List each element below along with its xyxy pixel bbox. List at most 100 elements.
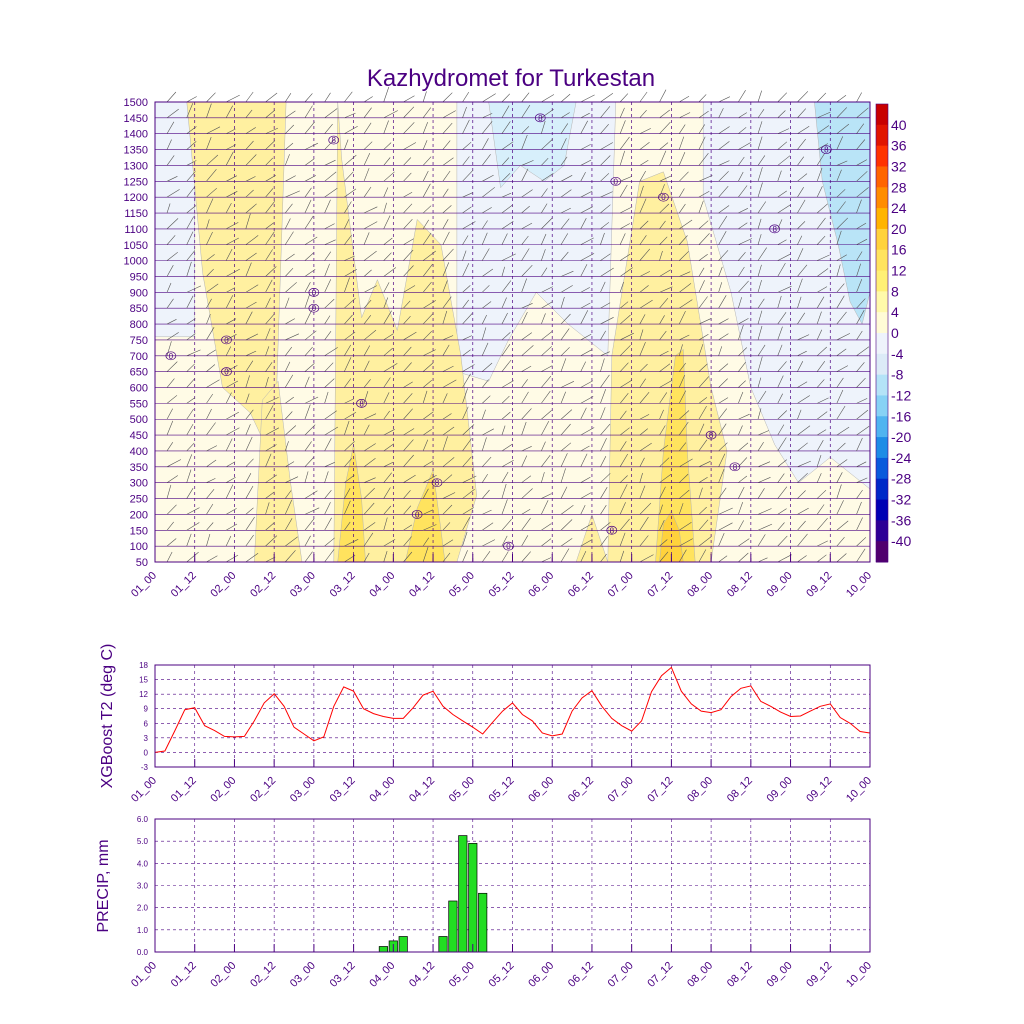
wind-barb [718, 186, 729, 198]
wind-barb [797, 533, 808, 547]
wind-barb [797, 409, 802, 420]
colorbar-label: 16 [891, 242, 907, 258]
wind-barb [482, 522, 494, 531]
wind-barb [777, 473, 785, 483]
wind-barb [816, 311, 822, 325]
wind-barb [560, 347, 570, 357]
wind-barb [816, 217, 826, 230]
wind-barb [718, 408, 728, 420]
wind-barb [757, 377, 762, 388]
wind-barb [265, 297, 271, 309]
wind-barb [304, 309, 313, 325]
wind-barb [659, 409, 664, 420]
wind-barb [324, 123, 333, 134]
wind-barb [560, 138, 567, 150]
wind-barb [619, 345, 631, 357]
wind-barb [856, 426, 870, 436]
wind-barb [225, 248, 233, 261]
wind-barb [541, 120, 546, 134]
wind-barb [482, 509, 492, 515]
wind-barb [718, 507, 733, 515]
wind-barb [186, 397, 196, 404]
wind-barb [383, 187, 389, 198]
wind-barb [501, 499, 508, 515]
wind-barb [186, 261, 192, 277]
wind-barb [698, 397, 708, 404]
wind-barb [225, 287, 236, 293]
wind-barb [580, 476, 591, 483]
wind-barb [836, 500, 844, 515]
t2-ytick-label: -3 [141, 763, 149, 772]
wind-barb [186, 533, 192, 547]
wind-barb [462, 489, 475, 499]
wind-barb [600, 522, 611, 531]
wind-barb [265, 328, 271, 341]
wind-barb [619, 484, 628, 499]
wind-barb [560, 313, 571, 325]
wind-barb [422, 281, 432, 293]
wind-barb [481, 489, 490, 499]
wind-barb [777, 459, 787, 468]
wind-barb [383, 267, 397, 277]
wind-barb [659, 203, 670, 214]
t2-ytick-label: 15 [139, 676, 148, 685]
wind-barb [856, 489, 863, 499]
wind-barb [363, 96, 373, 103]
wind-barb [225, 508, 237, 515]
wind-barb [521, 264, 533, 277]
wind-barb [777, 239, 787, 246]
wind-barb [324, 471, 329, 483]
precip-ytick-label: 0.0 [137, 948, 149, 957]
wind-barb [166, 475, 178, 483]
wind-barb [186, 186, 196, 198]
wind-barb [166, 265, 174, 277]
wind-barb [836, 553, 847, 563]
wind-barb [442, 92, 453, 103]
wind-barb [580, 523, 593, 531]
wind-barb [777, 361, 787, 372]
wind-barb [600, 473, 611, 483]
wind-barb [718, 295, 727, 309]
wind-barb [600, 407, 606, 420]
wind-barb [363, 477, 376, 483]
wind-barb [738, 185, 748, 198]
colorbar-swatch [876, 478, 888, 501]
wind-barb [541, 390, 551, 404]
wind-barb [265, 502, 270, 515]
wind-barb [166, 551, 173, 563]
t2-xtick-label: 02_00 [208, 775, 238, 805]
contour-label: 0 [506, 542, 511, 551]
wind-barb [718, 171, 729, 182]
wind-barb [363, 360, 370, 372]
wind-barb [285, 461, 295, 468]
wind-barb [304, 282, 311, 293]
wind-barb [521, 205, 530, 214]
wind-barb [422, 219, 429, 230]
contour-label-marker [431, 478, 443, 488]
precip-bar [438, 936, 448, 953]
colorbar-swatch [876, 457, 888, 480]
wind-barb [797, 278, 803, 293]
wind-barb [245, 189, 254, 198]
contour-label: 0 [312, 288, 317, 297]
wind-barb [797, 442, 808, 452]
wind-barb [344, 331, 356, 341]
wind-barb [206, 268, 214, 277]
wind-barb [265, 222, 274, 230]
wind-barb [738, 380, 746, 388]
wind-barb [422, 91, 427, 103]
wind-barb [206, 313, 211, 325]
wind-barb [580, 206, 593, 214]
wind-barb [442, 296, 452, 309]
wind-barb [678, 344, 683, 356]
wind-barb [639, 185, 644, 198]
wind-barb [383, 551, 388, 563]
wind-barb [245, 109, 253, 119]
wind-barb [718, 266, 723, 277]
t2-ytick-label: 0 [144, 748, 149, 757]
wind-barb [245, 436, 253, 452]
wind-barb [521, 104, 531, 119]
wind-barb [659, 220, 666, 230]
wind-barb [521, 160, 534, 166]
wind-barb [777, 437, 787, 452]
